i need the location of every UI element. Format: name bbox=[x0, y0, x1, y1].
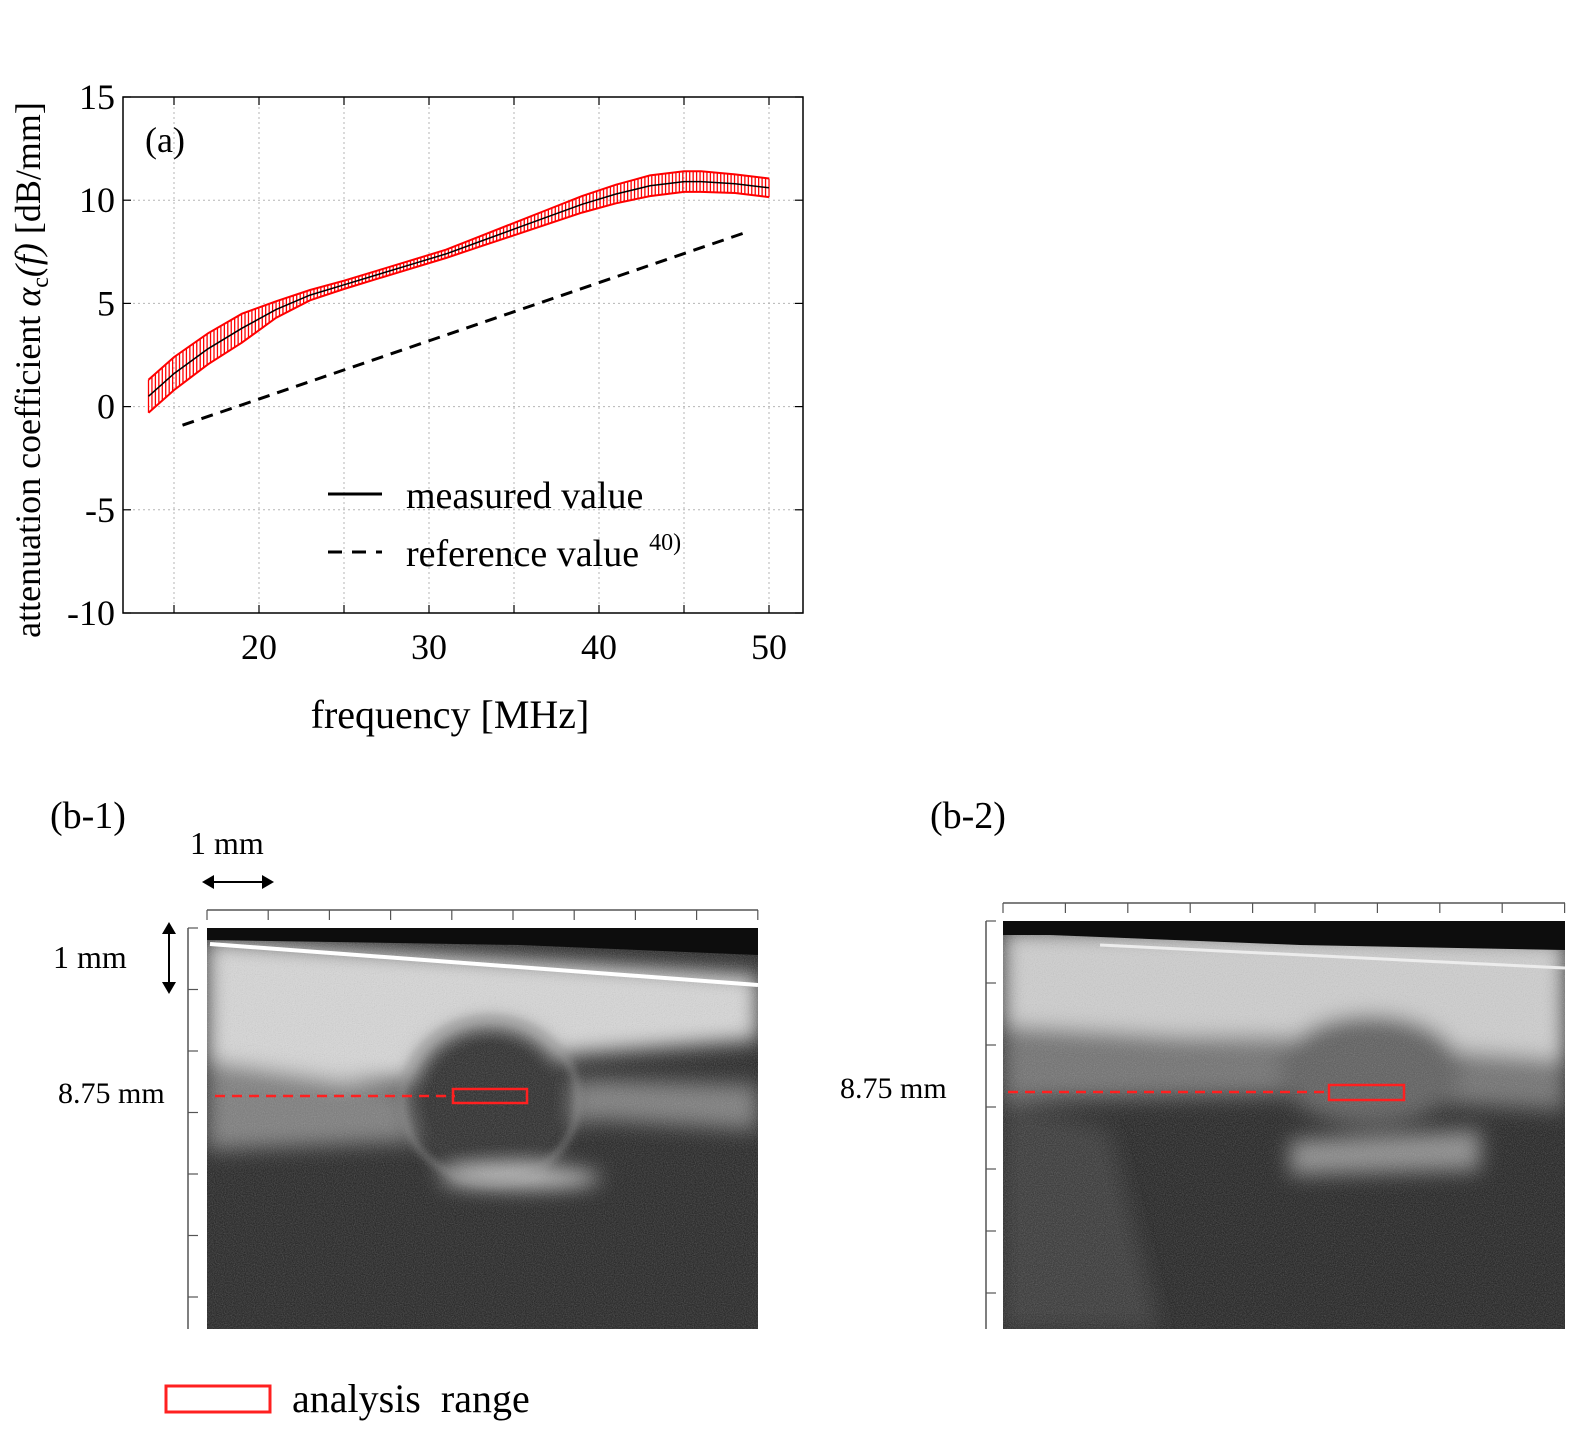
image-b2-top-ruler bbox=[1002, 902, 1566, 913]
analysis-range-swatch bbox=[164, 1384, 272, 1414]
measured-errorbars bbox=[147, 170, 770, 414]
y-tick-label: 5 bbox=[97, 283, 115, 323]
x-tick-label: 50 bbox=[751, 627, 787, 667]
horizontal-scale-arrow bbox=[202, 875, 274, 889]
x-tick-label: 30 bbox=[411, 627, 447, 667]
analysis-range-label: analysis range bbox=[292, 1376, 530, 1421]
x-tick-label: 40 bbox=[581, 627, 617, 667]
panel-label-b1: (b-1) bbox=[50, 795, 126, 837]
analysis-range-roi-b2 bbox=[1327, 1083, 1406, 1102]
chart-ticks bbox=[123, 96, 803, 614]
y-axis-label-prefix: attenuation coefficient bbox=[8, 307, 48, 638]
legend-reference-sup: 40) bbox=[649, 530, 681, 556]
chart-series bbox=[148, 180, 770, 427]
y-axis-label-func: (f) bbox=[8, 243, 48, 277]
y-tick-label: 0 bbox=[97, 387, 115, 427]
scale-bar-label-b1: 1 mm bbox=[190, 825, 264, 861]
legend-reference-label: reference value 40) bbox=[406, 530, 681, 575]
ultrasound-image-b2-panel: (b-2) 8.75 mm bbox=[840, 795, 1566, 1329]
reference-value-line bbox=[182, 231, 744, 427]
ultrasound-image-b1 bbox=[207, 928, 758, 1329]
x-axis-label: frequency [MHz] bbox=[311, 692, 590, 737]
panel-label-b2: (b-2) bbox=[930, 795, 1006, 837]
x-tick-labels: 20 30 40 50 bbox=[241, 627, 787, 667]
depth-label-b1: 8.75 mm bbox=[58, 1077, 165, 1110]
y-tick-label: -10 bbox=[67, 593, 115, 633]
legend-measured-label: measured value bbox=[406, 475, 643, 517]
image-b2-left-ruler bbox=[985, 920, 996, 1329]
errorbar-lower-envelope bbox=[147, 190, 770, 414]
image-b1-left-ruler bbox=[187, 927, 198, 1329]
ultrasound-image-b1-panel: (b-1) 1 mm 1 mm 8.75 mm bbox=[50, 795, 759, 1329]
plot-frame bbox=[122, 96, 804, 614]
y-axis-label-unit: [dB/mm] bbox=[8, 102, 48, 243]
ultrasound-image-b2 bbox=[1003, 921, 1565, 1329]
image-b1-top-ruler bbox=[206, 909, 759, 920]
y-axis-label: attenuation coefficient αc(f) [dB/mm] bbox=[8, 102, 54, 638]
y-tick-labels: 15 10 5 0 -5 -10 bbox=[67, 77, 115, 633]
errorbar-upper-envelope bbox=[147, 170, 770, 381]
depth-label-b2: 8.75 mm bbox=[840, 1072, 947, 1105]
chart-legend: measured value reference value 40) bbox=[328, 475, 681, 575]
depth-scale-label-b1: 1 mm bbox=[53, 939, 127, 975]
panel-label-a: (a) bbox=[145, 120, 185, 160]
y-tick-label: 10 bbox=[79, 180, 115, 220]
y-axis-label-sub: c bbox=[28, 277, 54, 288]
y-tick-label: -5 bbox=[85, 490, 115, 530]
x-tick-label: 20 bbox=[241, 627, 277, 667]
vertical-scale-arrow bbox=[162, 922, 176, 994]
measured-value-line bbox=[148, 180, 770, 397]
legend-reference-name: reference value bbox=[406, 533, 639, 575]
y-axis-label-symbol: α bbox=[8, 287, 48, 307]
y-tick-label: 15 bbox=[79, 77, 115, 117]
analysis-range-roi-b1 bbox=[451, 1087, 529, 1105]
analysis-range-legend: analysis range bbox=[164, 1376, 530, 1421]
